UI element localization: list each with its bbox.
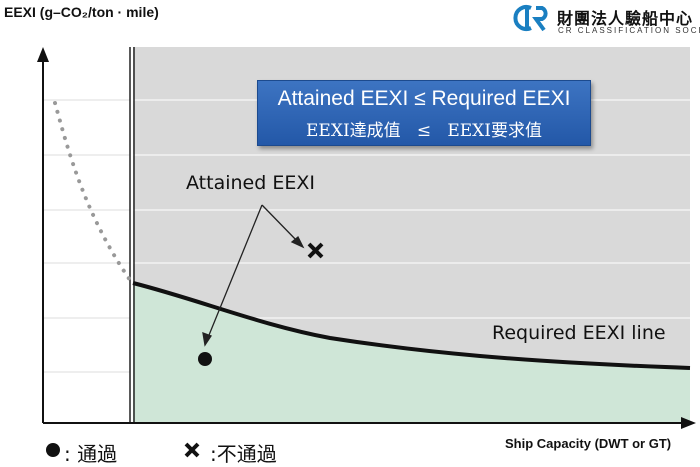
banner-line-english: Attained EEXI ≤ Required EEXI <box>277 87 571 110</box>
required-eexi-line-label: Required EEXI line <box>492 322 666 344</box>
required-eexi-curve <box>132 281 691 370</box>
legend-fail-label: :不通過 <box>210 442 277 466</box>
legend-pass-icon <box>46 443 60 457</box>
pass-point <box>198 352 212 366</box>
pass-region <box>133 283 690 423</box>
y-axis-arrow <box>37 47 49 62</box>
dotted-curve <box>53 101 132 282</box>
logo-mark-icon <box>513 5 548 32</box>
x-axis-label: Ship Capacity (DWT or GT) <box>505 436 672 451</box>
logo: 財團法人驗船中心 CR CLASSIFICATION SOCIETY <box>512 3 700 39</box>
legend-pass-label: : 通過 <box>64 442 118 466</box>
attained-eexi-label: Attained EEXI <box>186 172 315 194</box>
legend-fail-icon <box>184 442 200 458</box>
annotation-arrows <box>202 204 305 347</box>
banner-line-chinese: EEXI達成值 ≤ EEXI要求值 <box>306 121 542 141</box>
x-axis-arrow <box>681 417 696 429</box>
left-gridlines <box>44 99 130 373</box>
logo-chinese-name: 財團法人驗船中心 <box>557 9 694 28</box>
logo-english-name: CR CLASSIFICATION SOCIETY <box>558 26 700 35</box>
fail-point <box>307 242 324 259</box>
criterion-banner: Attained EEXI ≤ Required EEXI EEXI達成值 ≤ … <box>257 80 591 146</box>
y-axis-label: EEXI (g–CO₂/ton · mile) <box>4 4 159 20</box>
